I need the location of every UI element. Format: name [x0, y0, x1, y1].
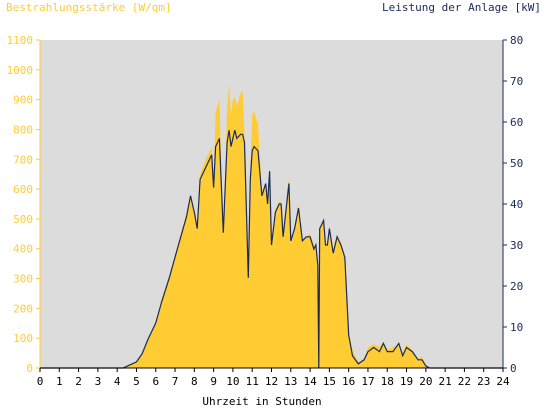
left-axis-title: Bestrahlungsstärke [W/qm]: [6, 1, 172, 14]
y-right-tick-label: 0: [510, 362, 517, 375]
x-tick-label: 22: [458, 375, 471, 388]
y-left-tick-label: 700: [13, 153, 33, 166]
x-tick-label: 4: [114, 375, 121, 388]
y-right-tick-label: 40: [510, 198, 523, 211]
x-tick-label: 2: [75, 375, 82, 388]
right-axis-title: Leistung der Anlage [kW]: [382, 1, 541, 14]
x-tick-label: 0: [37, 375, 44, 388]
x-tick-label: 23: [477, 375, 490, 388]
y-left-tick-label: 900: [13, 94, 33, 107]
power-line: [40, 130, 503, 369]
x-tick-label: 10: [226, 375, 239, 388]
irradiance-area-layer: [40, 84, 503, 368]
x-tick-label: 3: [95, 375, 102, 388]
x-tick-label: 14: [303, 375, 317, 388]
x-tick-label: 11: [246, 375, 259, 388]
y-left-tick-label: 800: [13, 123, 33, 136]
x-tick-label: 19: [400, 375, 413, 388]
x-tick-label: 16: [342, 375, 355, 388]
x-tick-label: 8: [191, 375, 198, 388]
y-right-tick-label: 50: [510, 157, 523, 170]
axes: 0100200300400500600700800900100011000102…: [7, 34, 524, 388]
power-line-layer: [40, 130, 503, 369]
y-left-tick-label: 300: [13, 273, 33, 286]
x-tick-label: 5: [133, 375, 140, 388]
y-left-tick-label: 100: [13, 332, 33, 345]
x-tick-label: 18: [381, 375, 394, 388]
y-right-tick-label: 10: [510, 321, 523, 334]
x-tick-label: 20: [419, 375, 432, 388]
y-left-tick-label: 200: [13, 302, 33, 315]
y-left-tick-label: 1000: [7, 64, 34, 77]
x-tick-label: 1: [56, 375, 63, 388]
x-tick-label: 9: [210, 375, 217, 388]
irradiance-area: [40, 84, 503, 368]
x-tick-label: 21: [439, 375, 452, 388]
x-tick-label: 17: [361, 375, 374, 388]
y-right-tick-label: 70: [510, 75, 523, 88]
y-left-tick-label: 400: [13, 243, 33, 256]
y-left-tick-label: 0: [26, 362, 33, 375]
x-tick-label: 7: [172, 375, 179, 388]
y-right-tick-label: 60: [510, 116, 523, 129]
x-tick-label: 15: [323, 375, 336, 388]
y-left-tick-label: 1100: [7, 34, 34, 47]
x-tick-label: 24: [496, 375, 510, 388]
x-tick-label: 12: [265, 375, 278, 388]
x-tick-label: 13: [284, 375, 297, 388]
y-right-tick-label: 20: [510, 280, 523, 293]
x-axis-title: Uhrzeit in Stunden: [202, 395, 321, 408]
y-right-tick-label: 80: [510, 34, 523, 47]
y-right-tick-label: 30: [510, 239, 523, 252]
y-left-tick-label: 600: [13, 183, 33, 196]
x-tick-label: 6: [152, 375, 159, 388]
y-left-tick-label: 500: [13, 213, 33, 226]
